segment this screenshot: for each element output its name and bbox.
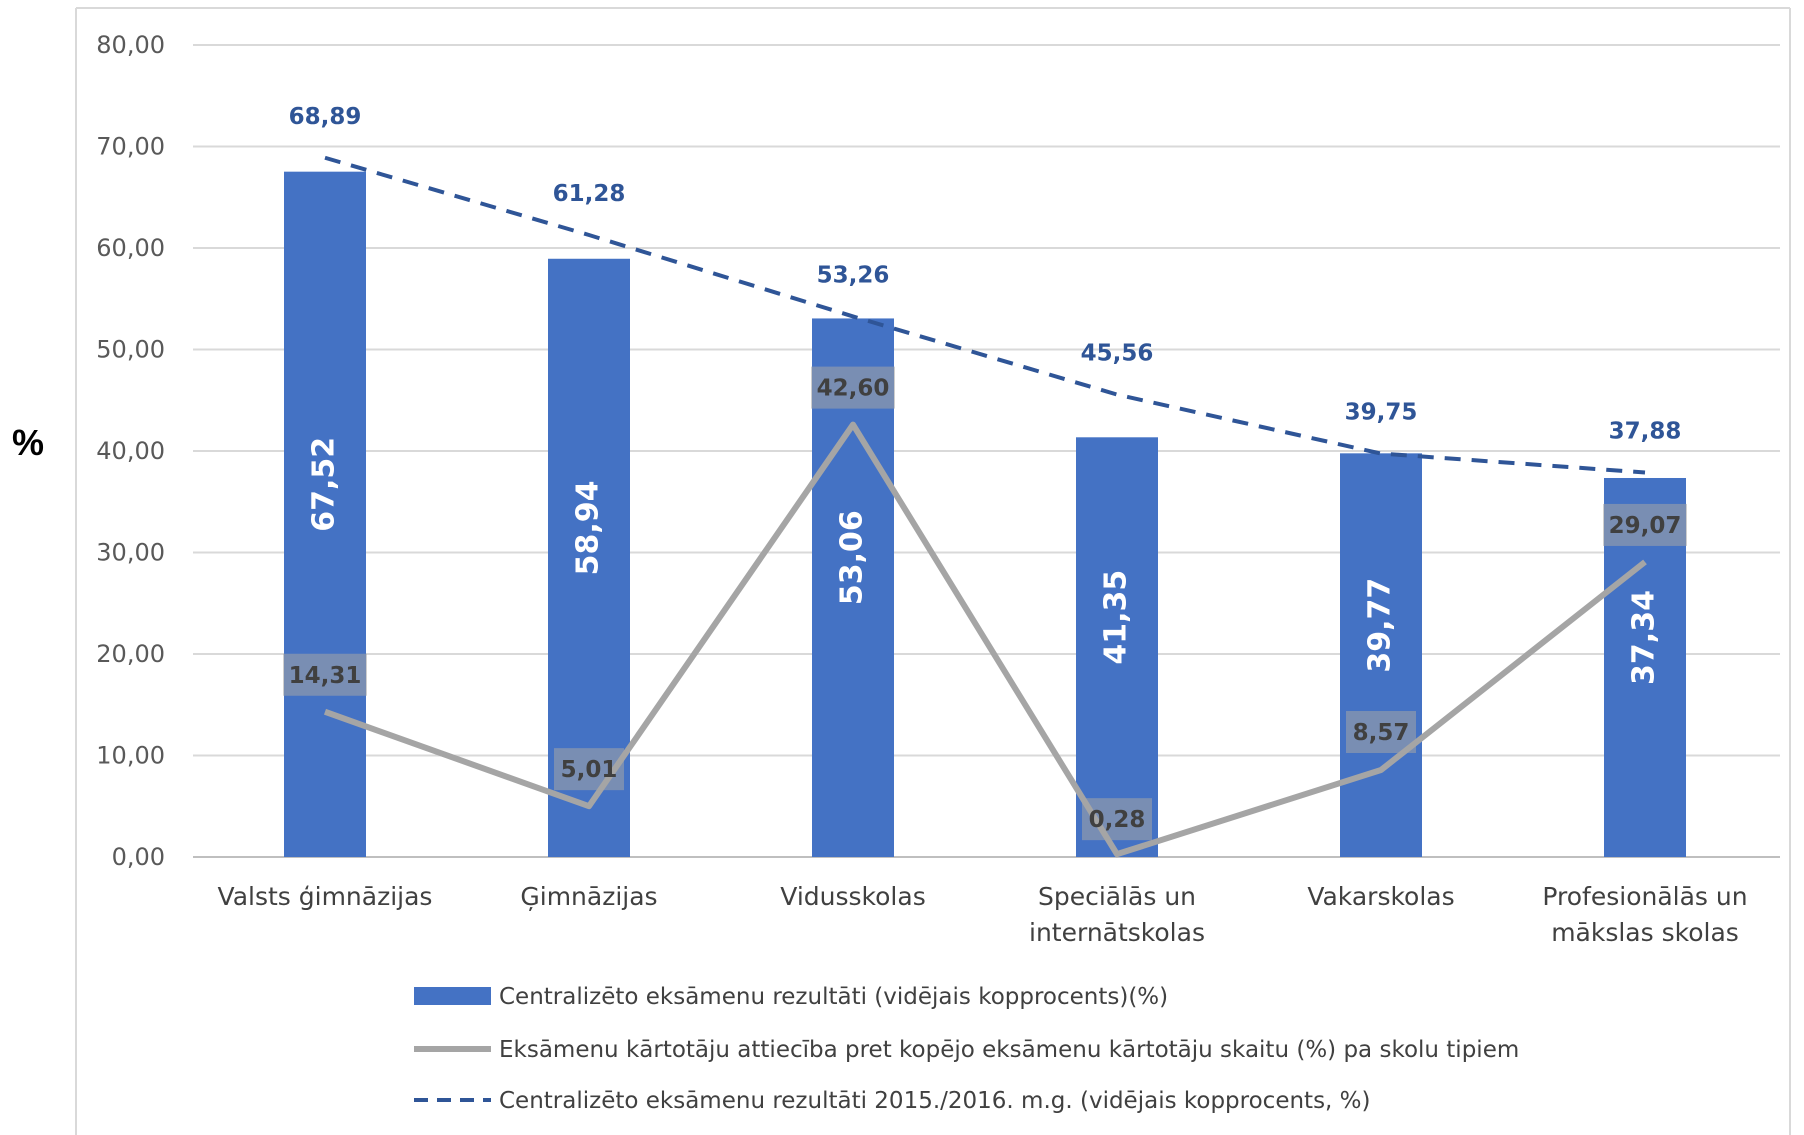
y-tick-label: 10,00 xyxy=(96,742,165,770)
bar-value-label: 39,77 xyxy=(1363,578,1398,673)
category-label: Vakarskolas xyxy=(1307,882,1454,911)
data-labels: 67,52 58,94 53,06 41,35 39,77 37,34 14,31 5,01 4… xyxy=(283,104,1687,841)
bar xyxy=(1340,453,1422,857)
line-value-label: 29,07 xyxy=(1609,513,1682,539)
bar-value-label: 58,94 xyxy=(571,480,606,575)
y-tick-label: 70,00 xyxy=(96,133,165,161)
category-label: Profesionālās un mākslas skolas xyxy=(1542,882,1747,947)
y-tick-label: 0,00 xyxy=(112,843,165,871)
line-label-box xyxy=(283,653,367,696)
category-label: Speciālās un internātskolas xyxy=(1029,882,1205,947)
category-label: Vidusskolas xyxy=(780,882,925,911)
y-tick-label: 50,00 xyxy=(96,336,165,364)
line-label-box xyxy=(1082,798,1152,841)
line-value-label: 5,01 xyxy=(561,757,618,783)
bar xyxy=(284,171,366,857)
gray-line-series xyxy=(323,421,1647,858)
bar-value-label: 41,35 xyxy=(1099,570,1134,665)
dashed-series-line xyxy=(324,155,1646,475)
dashed-line-series xyxy=(324,155,1646,475)
bar-value-label: 53,06 xyxy=(835,510,870,605)
line-value-label: 0,28 xyxy=(1089,807,1146,833)
line-label-box xyxy=(811,366,895,409)
legend-label: Centralizēto eksāmenu rezultāti (vidējai… xyxy=(499,984,1168,1010)
category-labels: Valsts ģimnāzijas Ģimnāzijas Vidusskolas Sp… xyxy=(218,882,1748,947)
y-tick-label: 40,00 xyxy=(96,437,165,465)
dashed-value-label: 68,89 xyxy=(289,104,362,130)
legend-label: Centralizēto eksāmenu rezultāti 2015./20… xyxy=(499,1088,1371,1114)
legend: Centralizēto eksāmenu rezultāti (vidējai… xyxy=(414,984,1519,1114)
category-label: Valsts ģimnāzijas xyxy=(218,882,433,911)
line-value-label: 8,57 xyxy=(1353,720,1410,746)
line-value-label: 14,31 xyxy=(289,663,362,689)
bar-series xyxy=(284,171,1686,857)
line-label-box xyxy=(1603,503,1687,546)
line-value-label: 42,60 xyxy=(817,376,890,402)
y-axis-ticks: 0,00 10,00 20,00 30,00 40,00 50,00 60,00 70,00 8… xyxy=(96,31,165,871)
y-tick-label: 60,00 xyxy=(96,234,165,262)
gray-series-line xyxy=(323,421,1647,858)
y-axis-label: % xyxy=(12,422,44,463)
legend-swatch-bar xyxy=(414,987,491,1005)
dashed-value-label: 37,88 xyxy=(1609,419,1682,445)
line-label-box xyxy=(554,748,624,791)
category-label: Ģimnāzijas xyxy=(520,882,657,911)
y-tick-label: 30,00 xyxy=(96,539,165,567)
dashed-value-label: 53,26 xyxy=(817,262,890,288)
dashed-value-label: 39,75 xyxy=(1345,400,1418,426)
y-tick-label: 20,00 xyxy=(96,640,165,668)
y-tick-label: 80,00 xyxy=(96,31,165,59)
bar-value-label: 67,52 xyxy=(307,437,342,532)
dashed-value-label: 61,28 xyxy=(553,181,626,207)
line-label-box xyxy=(1346,711,1416,754)
bar xyxy=(1076,437,1158,857)
gridlines xyxy=(193,44,1780,858)
legend-label: Eksāmenu kārtotāju attiecība pret kopējo… xyxy=(499,1037,1519,1063)
dashed-value-label: 45,56 xyxy=(1081,341,1154,367)
bar-value-label: 37,34 xyxy=(1627,590,1662,685)
